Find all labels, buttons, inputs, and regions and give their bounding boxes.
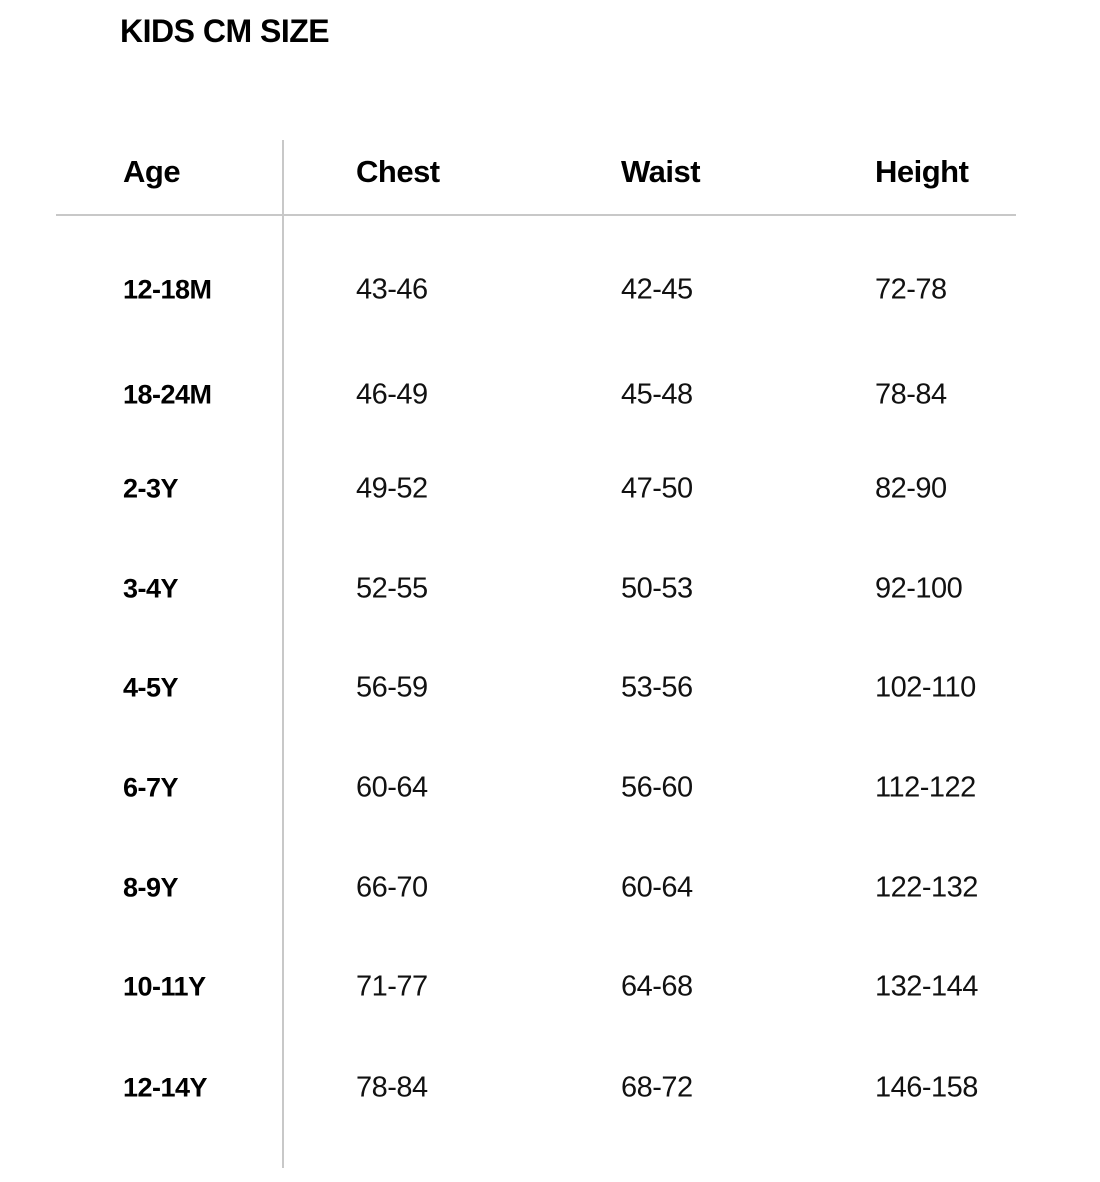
cell-height: 102-110: [875, 671, 976, 704]
cell-height: 146-158: [875, 1071, 978, 1104]
cell-height: 132-144: [875, 970, 978, 1003]
column-header-waist: Waist: [621, 154, 701, 189]
cell-chest: 66-70: [356, 871, 428, 904]
cell-height: 122-132: [875, 871, 978, 904]
cell-age: 4-5Y: [123, 672, 179, 703]
cell-chest: 43-46: [356, 273, 428, 306]
cell-age: 2-3Y: [123, 473, 179, 504]
cell-height: 92-100: [875, 572, 963, 605]
cell-chest: 60-64: [356, 771, 428, 804]
cell-waist: 50-53: [621, 572, 693, 605]
column-divider: [282, 140, 284, 1168]
cell-chest: 49-52: [356, 472, 428, 505]
cell-waist: 68-72: [621, 1071, 693, 1104]
cell-chest: 46-49: [356, 378, 428, 411]
cell-waist: 45-48: [621, 378, 693, 411]
cell-chest: 56-59: [356, 671, 428, 704]
cell-waist: 64-68: [621, 970, 693, 1003]
column-header-chest: Chest: [356, 154, 440, 189]
cell-age: 3-4Y: [123, 573, 179, 604]
cell-age: 12-14Y: [123, 1072, 208, 1103]
column-header-age: Age: [123, 154, 181, 189]
cell-height: 82-90: [875, 472, 947, 505]
page-title: KIDS CM SIZE: [120, 13, 330, 49]
header-divider: [56, 214, 1016, 216]
cell-chest: 52-55: [356, 572, 428, 605]
cell-chest: 71-77: [356, 970, 428, 1003]
cell-age: 10-11Y: [123, 971, 206, 1002]
cell-age: 12-18M: [123, 274, 212, 305]
cell-age: 8-9Y: [123, 872, 179, 903]
cell-chest: 78-84: [356, 1071, 428, 1104]
cell-height: 78-84: [875, 378, 947, 411]
cell-age: 18-24M: [123, 379, 212, 410]
cell-age: 6-7Y: [123, 772, 179, 803]
cell-waist: 53-56: [621, 671, 693, 704]
cell-waist: 60-64: [621, 871, 693, 904]
cell-waist: 56-60: [621, 771, 693, 804]
column-header-height: Height: [875, 154, 969, 189]
cell-waist: 47-50: [621, 472, 693, 505]
cell-height: 72-78: [875, 273, 947, 306]
cell-waist: 42-45: [621, 273, 693, 306]
cell-height: 112-122: [875, 771, 976, 804]
